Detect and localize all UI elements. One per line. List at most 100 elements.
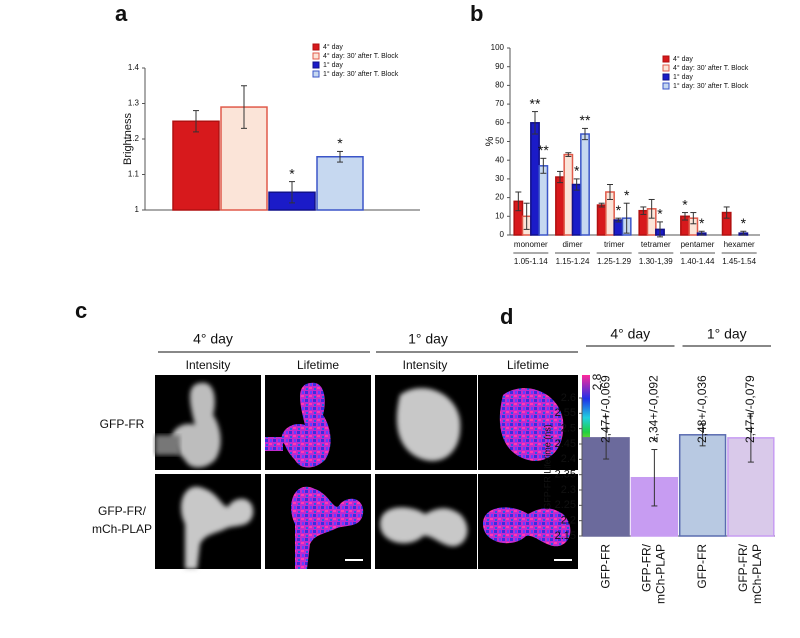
significance: * <box>741 215 747 231</box>
panel-label: c <box>75 298 87 323</box>
group-label: 4° day <box>193 331 233 347</box>
legend-label: 4° day: 30' after T. Block <box>323 52 399 60</box>
row-label: GFP-FR <box>100 417 145 431</box>
legend-label: 1° day <box>323 61 343 69</box>
range-label: 1.05-1.14 <box>514 257 548 266</box>
y-tick-label: 1.2 <box>128 134 140 143</box>
legend-swatch <box>312 43 320 51</box>
bar <box>172 120 220 211</box>
y-tick-label: 2.35 <box>555 469 576 481</box>
bar <box>555 176 565 236</box>
y-tick-label: 50 <box>495 137 504 146</box>
y-tick-label: 2.25 <box>555 499 576 511</box>
group-label: 1° day <box>707 326 747 342</box>
bar <box>538 165 549 236</box>
range-label: 1.40-1.44 <box>681 257 715 266</box>
bar <box>563 153 574 236</box>
y-tick-label: 90 <box>495 62 504 71</box>
significance: ** <box>538 142 549 158</box>
colorbar-label: 2.8 <box>590 373 604 390</box>
y-tick-label: 20 <box>495 193 504 202</box>
value-label: 2,48+/-0,036 <box>695 375 709 443</box>
x-tick-label: GFP-FR/ <box>736 543 750 592</box>
y-tick-label: 2.2 <box>561 515 576 527</box>
legend-label: 1° day: 30' after T. Block <box>673 82 749 90</box>
significance: * <box>657 206 663 222</box>
y-tick-label: 2.15 <box>555 530 576 542</box>
significance: * <box>289 165 295 181</box>
bar <box>580 133 590 236</box>
bar <box>571 183 582 236</box>
x-tick-label: dimer <box>562 240 582 249</box>
group-label: 1° day <box>408 331 448 347</box>
panel-label: a <box>115 1 128 26</box>
significance: ** <box>530 95 541 111</box>
legend-swatch <box>312 61 320 69</box>
y-tick-label: 1.1 <box>128 170 140 179</box>
y-axis-label: GFP-FR Lifetime (ns) <box>542 424 552 510</box>
bar <box>596 204 607 236</box>
y-tick-label: 2.55 <box>555 407 576 419</box>
y-axis-label: % <box>484 136 496 146</box>
significance: * <box>699 215 705 231</box>
legend-swatch <box>662 82 670 90</box>
micrograph <box>478 474 578 569</box>
legend-swatch <box>662 55 670 63</box>
bar <box>316 156 364 211</box>
column-label: Lifetime <box>507 358 549 372</box>
column-label: Intensity <box>403 358 448 372</box>
range-label: 1.15-1.24 <box>556 257 590 266</box>
panel-label: b <box>470 1 483 26</box>
range-label: 1.45-1.54 <box>722 257 756 266</box>
significance: * <box>652 433 658 449</box>
value-label: 2,47+/-0,079 <box>743 375 757 443</box>
y-tick-label: 40 <box>495 155 504 164</box>
x-tick-label: GFP-FR/ <box>640 543 654 592</box>
legend-swatch <box>662 64 670 72</box>
colorbar <box>582 375 590 470</box>
y-axis-label: Brightness <box>122 113 134 165</box>
significance: * <box>624 187 630 203</box>
bar <box>678 434 727 537</box>
y-tick-label: 2.3 <box>561 484 576 496</box>
y-tick-label: 2.4 <box>561 453 576 465</box>
group-label: 4° day <box>610 326 650 342</box>
micrograph <box>478 375 578 470</box>
significance: * <box>682 196 688 212</box>
micrograph <box>375 375 477 470</box>
legend-label: 4° day <box>673 55 693 63</box>
y-tick-label: 80 <box>495 81 504 90</box>
x-tick-label: mCh-PLAP <box>750 544 764 604</box>
x-tick-label: trimer <box>604 240 625 249</box>
legend-label: 1° day <box>673 73 693 81</box>
significance: * <box>574 163 580 179</box>
y-tick-label: 10 <box>495 211 504 220</box>
range-label: 1.25-1.29 <box>597 257 631 266</box>
x-tick-label: monomer <box>514 240 548 249</box>
y-tick-label: 1.4 <box>128 63 140 72</box>
column-label: Lifetime <box>297 358 339 372</box>
y-tick-label: 1 <box>135 205 140 214</box>
micrograph <box>265 474 371 569</box>
micrograph <box>155 474 261 569</box>
x-tick-label: GFP-FR <box>695 544 709 589</box>
value-label: 2,47+/-0,069 <box>598 375 612 443</box>
y-tick-label: 2.45 <box>555 438 576 450</box>
legend-swatch <box>662 73 670 81</box>
x-tick-label: mCh-PLAP <box>654 544 668 604</box>
y-tick-label: 60 <box>495 118 504 127</box>
y-tick-label: 2.6 <box>561 392 576 404</box>
y-tick-label: 0 <box>500 230 505 239</box>
y-tick-label: 100 <box>491 43 505 52</box>
legend-swatch <box>312 70 320 78</box>
y-tick-label: 70 <box>495 99 504 108</box>
x-tick-label: pentamer <box>681 240 715 249</box>
y-tick-label: 30 <box>495 174 504 183</box>
x-tick-label: hexamer <box>724 240 755 249</box>
micrograph <box>265 375 371 470</box>
legend-label: 1° day: 30' after T. Block <box>323 70 399 78</box>
panel-label: d <box>500 304 513 329</box>
micrograph <box>375 474 477 569</box>
significance: * <box>337 135 343 151</box>
